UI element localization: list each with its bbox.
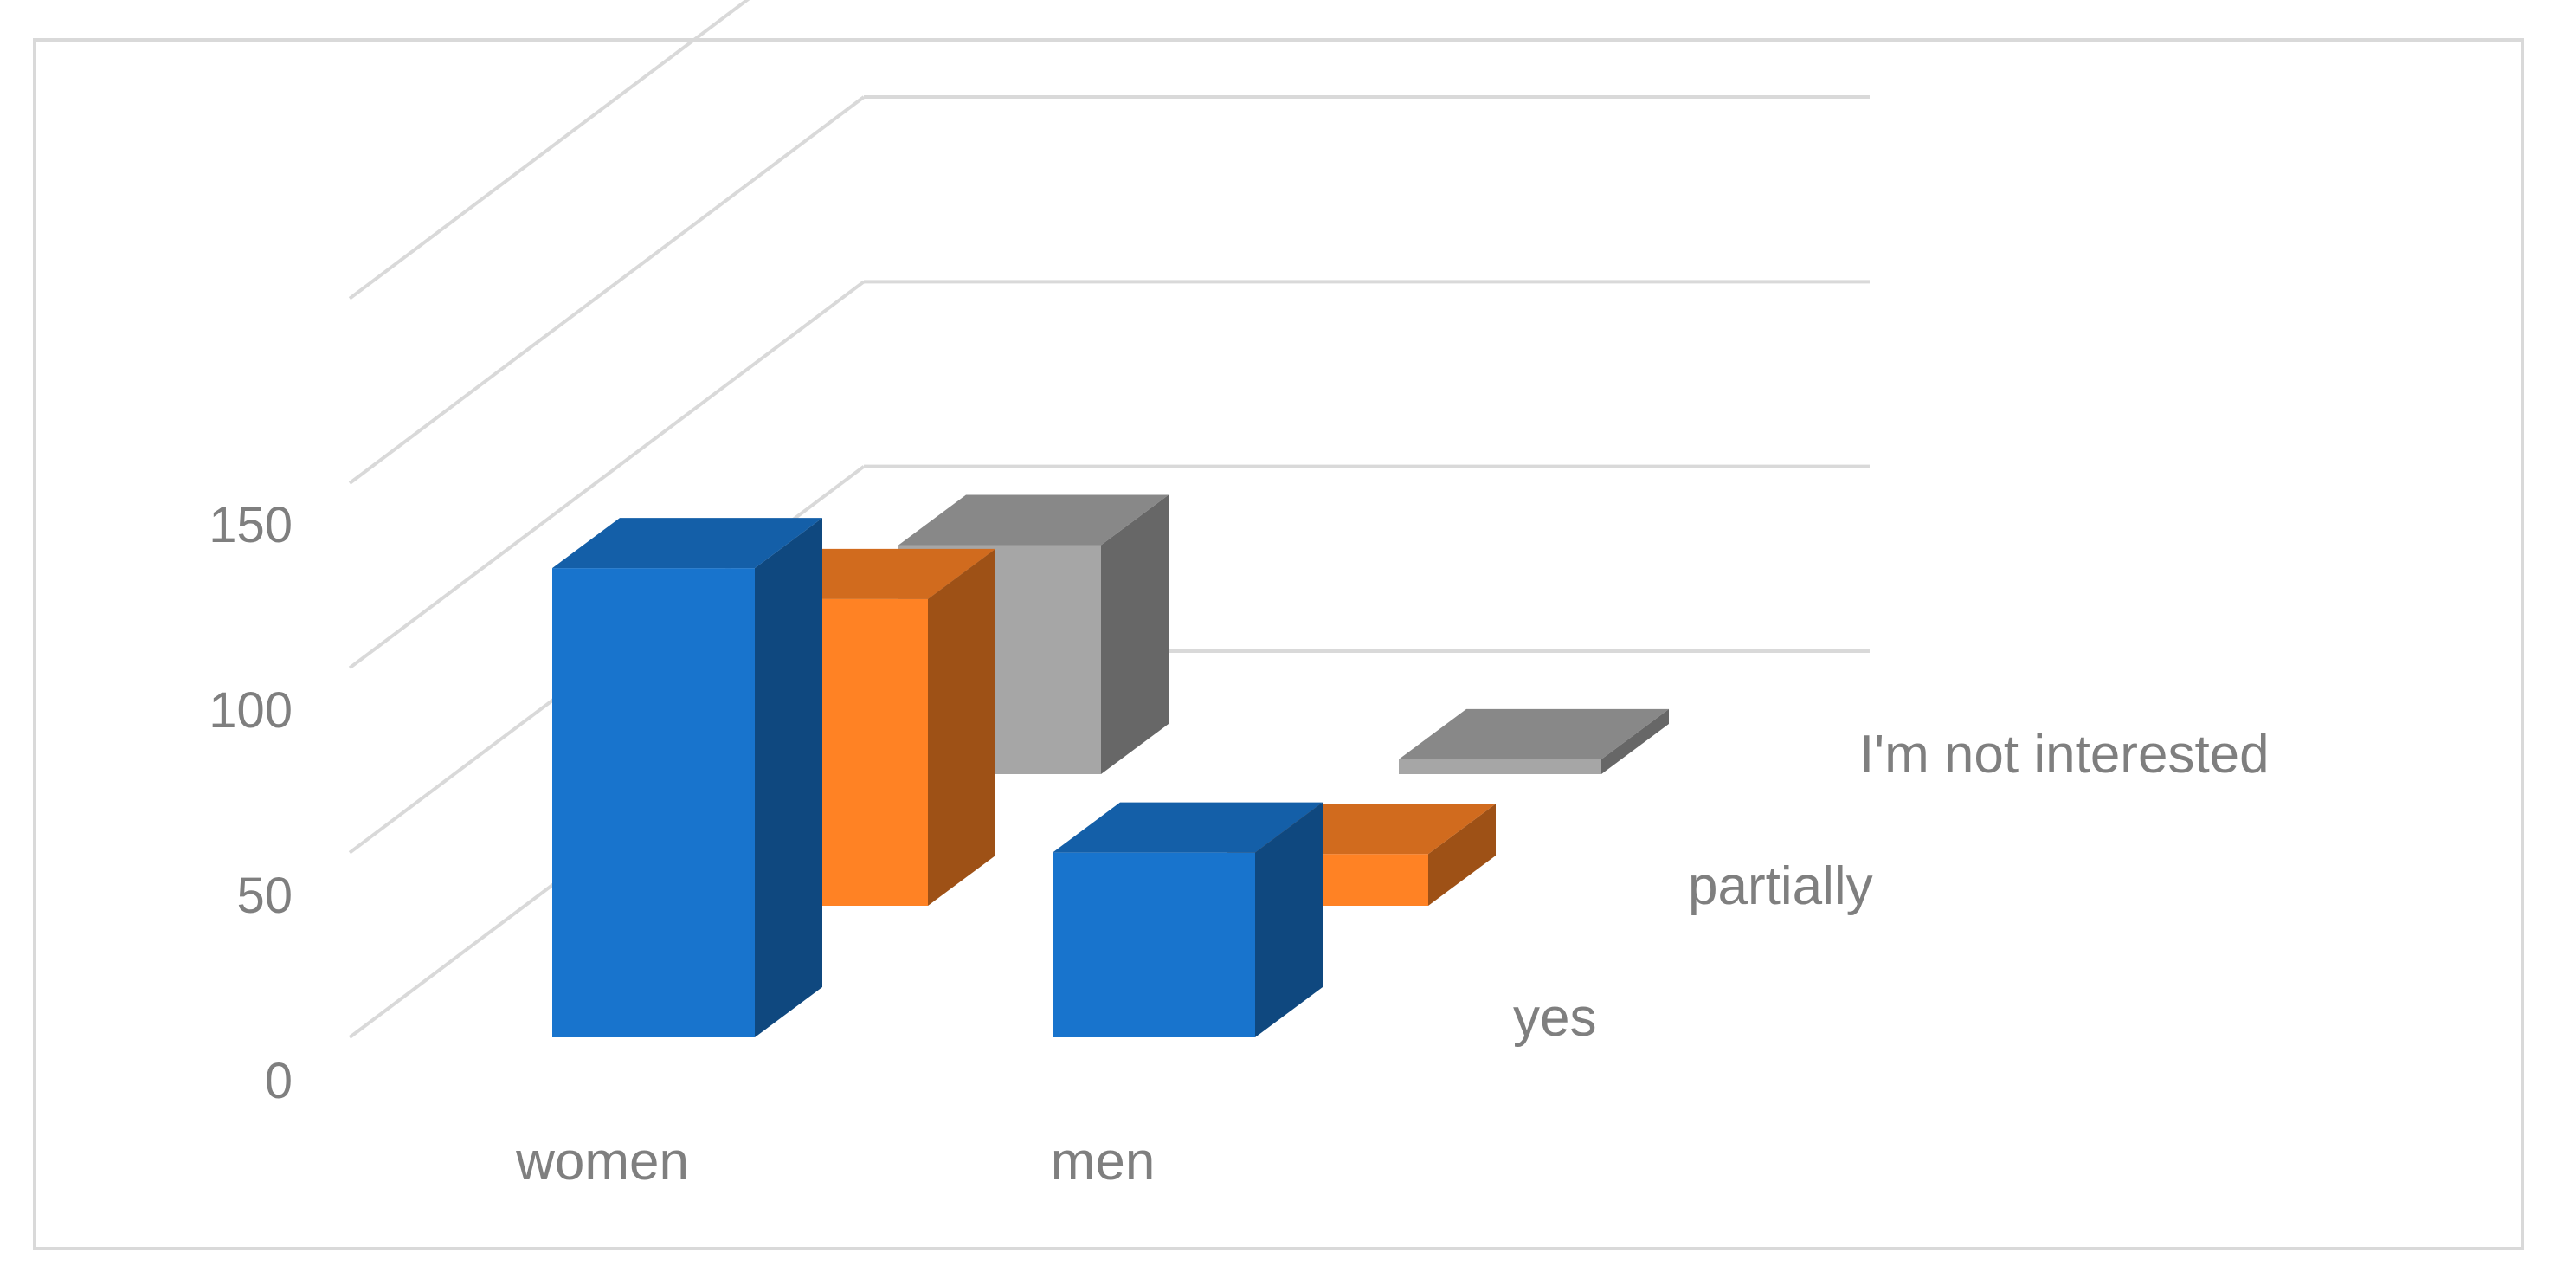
y-tick-label: 100 bbox=[209, 682, 293, 739]
series-label-partially: partially bbox=[1688, 856, 1873, 916]
bar-front-face bbox=[552, 568, 755, 1037]
bar-side-face bbox=[1101, 494, 1169, 774]
bar-top-face bbox=[552, 518, 822, 569]
bar-side-face bbox=[1255, 802, 1323, 1037]
gridline-side bbox=[348, 280, 866, 669]
bar-men-yes bbox=[1053, 802, 1323, 1037]
chart-frame bbox=[33, 38, 2524, 1250]
bar-front-face bbox=[1053, 852, 1255, 1037]
y-tick-label: 50 bbox=[236, 868, 293, 924]
bar-side-face bbox=[1428, 804, 1496, 906]
bar-men-i-m-not-interested bbox=[1399, 708, 1669, 774]
bars-layer bbox=[552, 494, 1669, 1037]
series-label-yes: yes bbox=[1513, 988, 1596, 1048]
bar-side-face bbox=[755, 518, 822, 1037]
gridline-side bbox=[348, 0, 750, 300]
gridline-side bbox=[348, 95, 866, 485]
bar-front-face bbox=[1399, 759, 1601, 774]
series-label-not-interested: I'm not interested bbox=[1859, 725, 2270, 785]
bar-side-face bbox=[928, 548, 995, 906]
category-label-men: men bbox=[1051, 1132, 1156, 1191]
y-tick-label: 0 bbox=[265, 1053, 293, 1109]
bar-women-yes bbox=[552, 518, 822, 1037]
labels-layer: 0 50 100 150 women men yes partially I'm… bbox=[209, 497, 2269, 1191]
y-tick-label: 150 bbox=[209, 497, 293, 553]
bar-top-face bbox=[898, 494, 1169, 546]
category-label-women: women bbox=[515, 1132, 689, 1191]
bar-side-face bbox=[1601, 708, 1669, 774]
bar-top-face bbox=[1399, 708, 1669, 759]
bar-top-face bbox=[1053, 802, 1323, 853]
